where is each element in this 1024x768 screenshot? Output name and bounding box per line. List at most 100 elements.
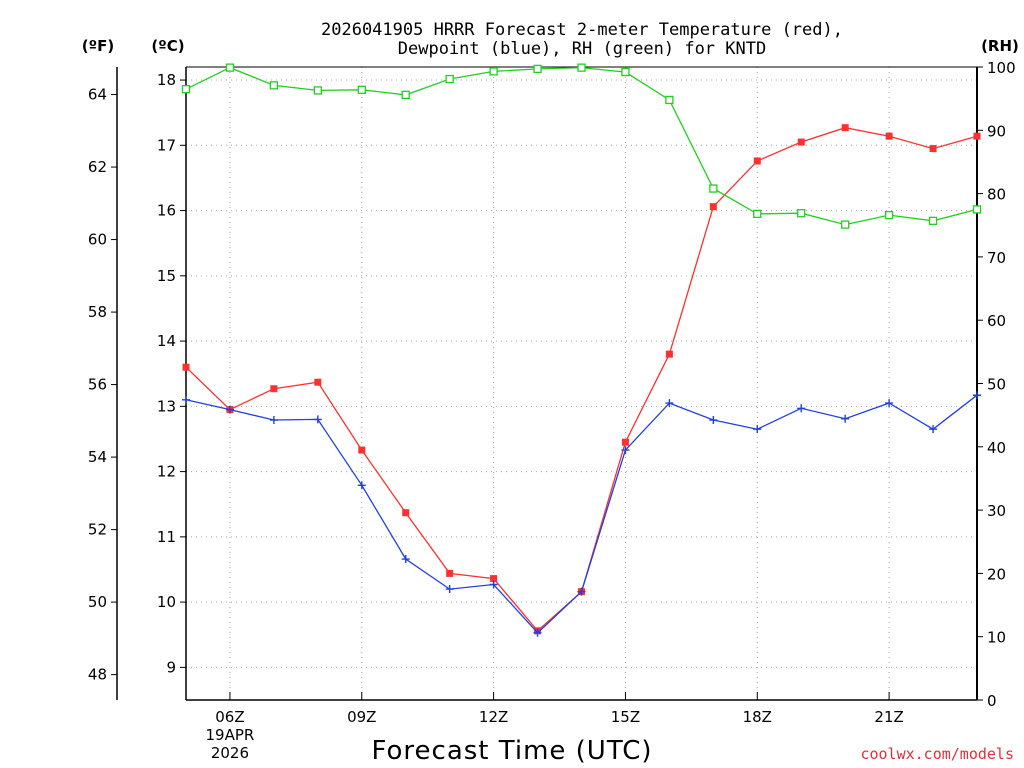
celsius-tick-label: 16 (157, 202, 176, 220)
fahrenheit-tick-label: 62 (88, 158, 107, 176)
rh-tick-label: 90 (987, 122, 1006, 140)
fahrenheit-tick-label: 48 (88, 666, 107, 684)
rh-point (928, 216, 938, 225)
time-tick-label: 21Z (874, 708, 903, 726)
rh-point (313, 86, 322, 95)
rh-point (533, 64, 542, 74)
dewpoint-point (621, 446, 630, 455)
rh-line (185, 66, 978, 226)
rh-point (401, 90, 410, 100)
rh-point (841, 220, 850, 229)
rh-point (753, 209, 762, 219)
celsius-tick-label: 14 (157, 332, 176, 350)
rh-tick-label: 30 (987, 502, 1006, 520)
rh-tick-label: 70 (987, 249, 1006, 267)
temperature-point (358, 446, 366, 454)
rh-point (709, 184, 718, 193)
dewpoint-point (313, 415, 322, 424)
time-tick-label: 12Z (479, 708, 508, 726)
temperature-point (797, 138, 805, 146)
dewpoint-point (401, 555, 410, 564)
rh-point (884, 210, 894, 220)
rh-point (621, 67, 630, 77)
time-tick-label: 06Z (215, 708, 244, 726)
tick-labels: 48 50 52 54 56 58 60 62 64 9 10 11 12 13 14 15 16 17 18 0 10… (88, 59, 1016, 762)
temperature-point (665, 350, 673, 358)
fahrenheit-tick-label: 56 (88, 376, 107, 394)
rh-point (577, 63, 586, 72)
rh-point (357, 85, 366, 94)
rh-tick-label: 40 (987, 439, 1006, 457)
chart-title-line2: Dewpoint (blue), RH (green) for KNTD (398, 39, 766, 59)
data-series (181, 63, 982, 637)
temperature-point (182, 363, 190, 371)
time-tick-label: 15Z (611, 708, 640, 726)
temperature-point (709, 203, 717, 211)
fahrenheit-tick-label: 58 (88, 303, 107, 321)
rh-tick-label: 20 (987, 565, 1006, 583)
dewpoint-line (185, 394, 978, 634)
celsius-tick-label: 18 (157, 71, 176, 89)
rh-tick-label: 60 (987, 312, 1006, 330)
dewpoint-point (357, 481, 366, 490)
dewpoint-point (753, 425, 762, 434)
chart-title-line1: 2026041905 HRRR Forecast 2-meter Tempera… (321, 20, 843, 40)
dewpoint-point (841, 414, 850, 423)
grid-lines (186, 67, 977, 700)
dewpoint-point (182, 395, 190, 404)
dewpoint-point (665, 399, 674, 408)
dewpoint-point (533, 628, 542, 637)
rh-point (269, 81, 279, 90)
dewpoint-point (885, 399, 894, 408)
x-axis-label: Forecast Time (UTC) (371, 736, 652, 766)
fahrenheit-tick-label: 50 (88, 593, 107, 611)
temperature-point (446, 569, 454, 577)
celsius-tick-label: 9 (166, 658, 176, 676)
rh-tick-label: 10 (987, 629, 1006, 647)
temperature-point (270, 385, 278, 393)
celsius-tick-label: 17 (157, 136, 176, 154)
celsius-unit-label: (ºC) (151, 37, 184, 55)
temperature-point (314, 378, 322, 386)
rh-tick-label: 100 (987, 59, 1016, 77)
dewpoint-point (489, 580, 498, 589)
fahrenheit-tick-label: 64 (88, 86, 107, 104)
fahrenheit-tick-label: 54 (88, 448, 107, 466)
time-tick-label: 18Z (743, 708, 772, 726)
rh-point (665, 95, 674, 105)
temperature-point (402, 509, 410, 517)
temperature-point (621, 438, 629, 446)
rh-point (445, 74, 454, 84)
celsius-tick-label: 12 (157, 463, 176, 481)
temperature-point (841, 124, 849, 132)
temperature-point (753, 157, 761, 165)
time-tick-label: 09Z (347, 708, 376, 726)
rh-tick-label: 0 (987, 692, 997, 710)
fahrenheit-tick-label: 60 (88, 231, 107, 249)
temperature-point (973, 132, 981, 140)
celsius-tick-label: 15 (157, 267, 176, 285)
temperature-point (490, 575, 498, 583)
celsius-tick-label: 10 (157, 593, 176, 611)
celsius-tick-label: 13 (157, 397, 176, 415)
temperature-line (185, 127, 978, 632)
rh-point (797, 209, 806, 218)
rh-tick-label: 80 (987, 186, 1006, 204)
dewpoint-point (445, 585, 454, 594)
dewpoint-point (225, 405, 234, 414)
credit-link[interactable]: coolwx.com/models (860, 745, 1014, 763)
rh-tick-label: 50 (987, 376, 1006, 394)
axes (111, 66, 983, 701)
fahrenheit-unit-label: (ºF) (82, 37, 114, 55)
rh-point (972, 205, 982, 214)
rh-unit-label: (RH) (981, 37, 1019, 55)
temperature-point (885, 132, 893, 140)
rh-point (181, 85, 191, 94)
dewpoint-point (797, 404, 806, 413)
rh-point (225, 63, 235, 72)
date-label-day: 19APR (206, 726, 255, 744)
dewpoint-point (973, 391, 981, 400)
dewpoint-point (269, 416, 278, 425)
celsius-tick-label: 11 (157, 528, 176, 546)
